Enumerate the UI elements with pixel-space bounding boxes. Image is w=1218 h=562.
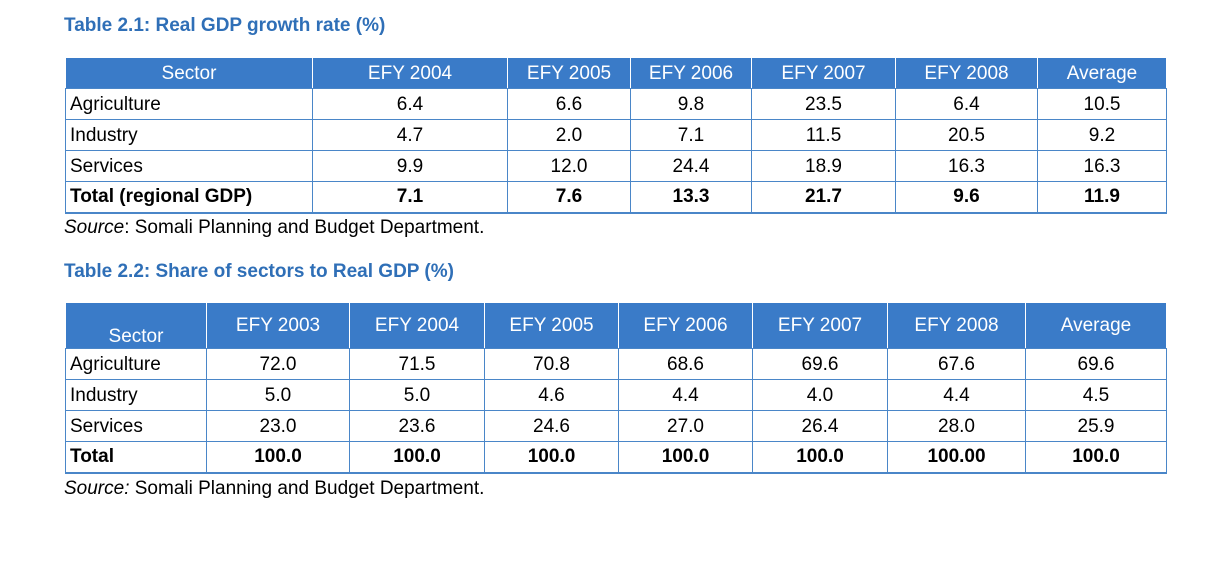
table-row: Agriculture 72.0 71.5 70.8 68.6 69.6 67.…: [65, 348, 1167, 380]
table-cell: 4.4: [618, 379, 753, 411]
table-cell: 72.0: [206, 348, 350, 380]
sector-share-table: Sector EFY 2003 EFY 2004 EFY 2005 EFY 20…: [65, 302, 1167, 474]
row-label: Agriculture: [65, 348, 207, 380]
row-label: Total (regional GDP): [65, 181, 313, 214]
table-row: Industry 5.0 5.0 4.6 4.4 4.0 4.4 4.5: [65, 379, 1167, 411]
table-cell: 5.0: [206, 379, 350, 411]
table-cell: 100.0: [484, 441, 619, 474]
table-cell: 100.0: [752, 441, 888, 474]
row-label: Industry: [65, 119, 313, 151]
row-label: Agriculture: [65, 88, 313, 120]
table-cell: 6.4: [895, 88, 1038, 120]
table-header-row: Sector EFY 2004 EFY 2005 EFY 2006 EFY 20…: [65, 57, 1167, 89]
column-header: EFY 2006: [630, 57, 752, 89]
table-cell: 9.6: [895, 181, 1038, 214]
table-cell: 100.0: [349, 441, 485, 474]
column-header: EFY 2004: [349, 302, 485, 349]
table-cell: 25.9: [1025, 410, 1167, 442]
row-label: Total: [65, 441, 207, 474]
column-header: EFY 2007: [752, 302, 888, 349]
column-header: EFY 2006: [618, 302, 753, 349]
table-cell: 11.5: [751, 119, 896, 151]
source-label: Source: [64, 217, 125, 238]
column-header: EFY 2008: [895, 57, 1038, 89]
table-cell: 4.4: [887, 379, 1026, 411]
table-cell: 12.0: [507, 150, 631, 182]
table-cell: 100.0: [618, 441, 753, 474]
table-cell: 21.7: [751, 181, 896, 214]
gdp-growth-table: Sector EFY 2004 EFY 2005 EFY 2006 EFY 20…: [65, 57, 1167, 214]
table-cell: 9.9: [312, 150, 508, 182]
table-cell: 27.0: [618, 410, 753, 442]
table-total-row: Total 100.0 100.0 100.0 100.0 100.0 100.…: [65, 441, 1167, 474]
table-cell: 6.6: [507, 88, 631, 120]
column-header: EFY 2007: [751, 57, 896, 89]
table2-title: Table 2.2: Share of sectors to Real GDP …: [64, 261, 454, 282]
row-label: Services: [65, 410, 207, 442]
table-row: Services 23.0 23.6 24.6 27.0 26.4 28.0 2…: [65, 410, 1167, 442]
table-cell: 68.6: [618, 348, 753, 380]
source-text: Somali Planning and Budget Department.: [129, 478, 485, 499]
table-cell: 5.0: [349, 379, 485, 411]
table-cell: 4.5: [1025, 379, 1167, 411]
table-cell: 69.6: [1025, 348, 1167, 380]
table-cell: 7.1: [630, 119, 752, 151]
table-cell: 16.3: [1037, 150, 1167, 182]
table-cell: 9.2: [1037, 119, 1167, 151]
table-cell: 69.6: [752, 348, 888, 380]
table-cell: 4.6: [484, 379, 619, 411]
column-header: Average: [1037, 57, 1167, 89]
table-cell: 24.6: [484, 410, 619, 442]
source-label: Source:: [64, 478, 130, 499]
row-label: Industry: [65, 379, 207, 411]
table-cell: 18.9: [751, 150, 896, 182]
table-cell: 70.8: [484, 348, 619, 380]
column-header: EFY 2008: [887, 302, 1026, 349]
table2-source: Source: Somali Planning and Budget Depar…: [64, 478, 484, 500]
table1-source: Source: Somali Planning and Budget Depar…: [64, 217, 484, 239]
table-cell: 100.00: [887, 441, 1026, 474]
table-row: Services 9.9 12.0 24.4 18.9 16.3 16.3: [65, 150, 1167, 182]
table-cell: 23.5: [751, 88, 896, 120]
column-header: EFY 2005: [507, 57, 631, 89]
table-cell: 16.3: [895, 150, 1038, 182]
table-cell: 7.6: [507, 181, 631, 214]
table-cell: 28.0: [887, 410, 1026, 442]
table-cell: 9.8: [630, 88, 752, 120]
table-cell: 23.0: [206, 410, 350, 442]
table-cell: 13.3: [630, 181, 752, 214]
column-header: Sector: [65, 302, 207, 349]
row-label: Services: [65, 150, 313, 182]
table-cell: 11.9: [1037, 181, 1167, 214]
table-cell: 6.4: [312, 88, 508, 120]
column-header: Sector: [65, 57, 313, 89]
table-cell: 4.7: [312, 119, 508, 151]
table-cell: 24.4: [630, 150, 752, 182]
table-cell: 67.6: [887, 348, 1026, 380]
table-cell: 7.1: [312, 181, 508, 214]
column-header: EFY 2005: [484, 302, 619, 349]
table-cell: 26.4: [752, 410, 888, 442]
column-header: EFY 2004: [312, 57, 508, 89]
table-cell: 10.5: [1037, 88, 1167, 120]
table-cell: 71.5: [349, 348, 485, 380]
table-cell: 4.0: [752, 379, 888, 411]
table-cell: 100.0: [206, 441, 350, 474]
table-row: Industry 4.7 2.0 7.1 11.5 20.5 9.2: [65, 119, 1167, 151]
table-row: Agriculture 6.4 6.6 9.8 23.5 6.4 10.5: [65, 88, 1167, 120]
table-cell: 2.0: [507, 119, 631, 151]
table-cell: 100.0: [1025, 441, 1167, 474]
source-text: : Somali Planning and Budget Department.: [124, 217, 485, 238]
table1-title: Table 2.1: Real GDP growth rate (%): [64, 15, 386, 36]
column-header: Average: [1025, 302, 1167, 349]
table-cell: 23.6: [349, 410, 485, 442]
column-header: EFY 2003: [206, 302, 350, 349]
table-cell: 20.5: [895, 119, 1038, 151]
table-header-row: Sector EFY 2003 EFY 2004 EFY 2005 EFY 20…: [65, 302, 1167, 349]
table-total-row: Total (regional GDP) 7.1 7.6 13.3 21.7 9…: [65, 181, 1167, 214]
